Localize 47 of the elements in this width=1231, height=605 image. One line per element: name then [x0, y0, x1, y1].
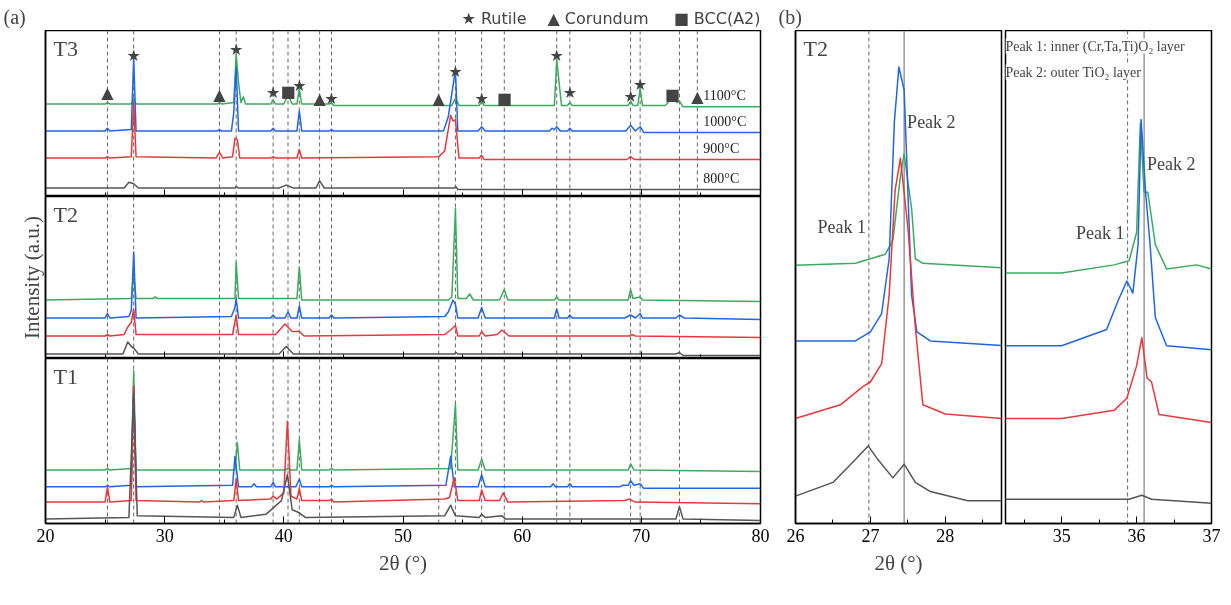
x-tick-label: 28 — [936, 525, 955, 546]
x-tick-label: 50 — [394, 525, 412, 546]
chart-subtitle: T3 — [53, 35, 78, 61]
chart-subtitle: T2 — [53, 201, 78, 227]
annotation: Peak 2 — [907, 111, 956, 132]
annotation: ▲ — [313, 88, 327, 108]
x-tick-label: 40 — [274, 525, 293, 546]
annotation: ▲ — [432, 88, 446, 108]
annotation: ★ — [474, 88, 489, 108]
x-tick-label: 26 — [786, 525, 805, 546]
text: Peak 1: inner (Cr,Ta,Ti)O₂ layer — [1005, 38, 1186, 55]
y-axis-title: Intensity (a.u.) — [19, 215, 44, 340]
text: ■ BCC(A2) — [673, 8, 761, 28]
x-axis-title: 2θ (°) — [874, 550, 923, 575]
x-tick-label: 27 — [861, 525, 880, 546]
annotation: Peak 2 — [1147, 153, 1196, 174]
x-tick-label: 70 — [632, 525, 651, 546]
annotation: Peak 1 — [1076, 222, 1125, 243]
x-tick-label: 37 — [1202, 525, 1221, 546]
annotation: Peak 1 — [817, 216, 866, 237]
x-tick-label: 30 — [155, 525, 174, 546]
x-tick-label: 35 — [1052, 525, 1071, 546]
text: ▲ Corundum — [547, 8, 649, 28]
series-label: 800°C — [703, 170, 740, 186]
annotation: ▲ — [213, 84, 227, 104]
x-axis-title: 2θ (°) — [378, 550, 428, 575]
annotation: ▲ — [101, 83, 115, 103]
annotation: ★ — [265, 83, 281, 103]
x-tick-label: 60 — [513, 525, 532, 546]
annotation: ■ — [496, 88, 512, 108]
annotation: ■ — [664, 84, 680, 104]
annotation: ★ — [562, 83, 578, 103]
series-label: 1100°C — [703, 88, 746, 104]
annotation: ★ — [549, 46, 564, 66]
text: Peak 2: outer TiO₂ layer — [1005, 64, 1142, 80]
chart-subtitle: T1 — [53, 363, 78, 389]
x-tick-label: 20 — [36, 525, 55, 546]
annotation: ★ — [126, 46, 141, 66]
annotation: ★ — [228, 40, 244, 60]
x-tick-label: 36 — [1127, 525, 1146, 546]
series-label: 1000°C — [703, 113, 747, 129]
chart-title: (b) — [778, 5, 802, 29]
chart-subtitle: T2 — [803, 35, 828, 61]
series-label: 900°C — [703, 140, 740, 156]
chart-title: (a) — [3, 5, 26, 29]
text: ★ Rutile — [461, 8, 527, 28]
x-tick-label: 80 — [751, 525, 770, 546]
